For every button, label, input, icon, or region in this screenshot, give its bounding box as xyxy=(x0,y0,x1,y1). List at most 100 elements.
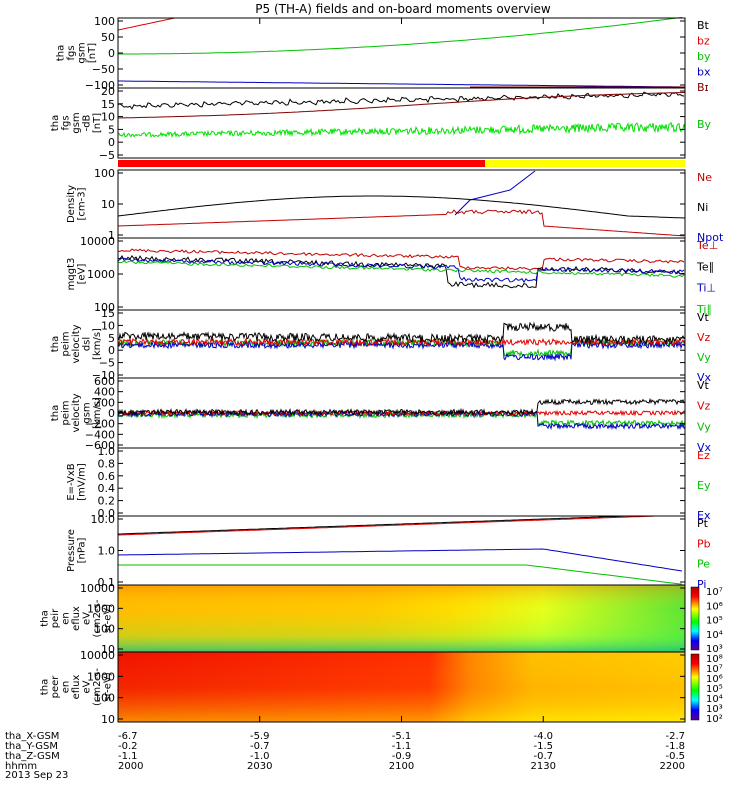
ytick-label: 0 xyxy=(108,47,115,60)
legend-label: Vx xyxy=(697,371,712,384)
panel-frame xyxy=(117,87,686,159)
ytick-label: 0.1 xyxy=(98,576,116,589)
ylabel-line: eV xyxy=(82,612,93,625)
orbit-value: 2000 xyxy=(118,761,143,772)
ytick-label: 0.4 xyxy=(98,482,116,495)
legend-label: By xyxy=(697,118,712,131)
ytick-label: −400 xyxy=(85,428,115,441)
colorbar-label: 10⁵ xyxy=(706,616,723,627)
panel-ylabel: E=-VxB[mV/m] xyxy=(66,463,88,501)
legend-label: Pb xyxy=(697,537,711,550)
orbit-row-label: hhmm xyxy=(5,761,37,772)
legend-label: Pe xyxy=(697,558,710,571)
ylabel-line: gsm xyxy=(76,42,87,63)
ylabel-line: Density xyxy=(66,185,77,223)
ylabel-line: sr-eV) xyxy=(103,604,114,633)
ytick-label: 600 xyxy=(94,375,115,388)
ylabel-line: tha xyxy=(55,45,66,61)
colorbar-label: 10⁴ xyxy=(706,694,723,705)
ytick-label: 0.8 xyxy=(98,457,116,470)
panel-ylabel: thapeimvelocitydsl[km/s] xyxy=(50,324,103,363)
ytick-label: 5 xyxy=(108,332,115,345)
ytick-label: 0.6 xyxy=(98,470,116,483)
orbit-value: 2100 xyxy=(389,761,414,772)
ylabel-line: eflux xyxy=(71,606,82,631)
orbit-value: -2.7 xyxy=(665,731,685,742)
legend-label: Vz xyxy=(697,400,711,413)
mode-bar-fast xyxy=(485,160,685,167)
ylabel-line: [mV/m] xyxy=(76,463,87,501)
ytick-label: 100 xyxy=(94,301,115,314)
ytick-label: 15 xyxy=(101,98,115,111)
series-Ti-par xyxy=(117,260,685,278)
ylabel-line: velocity xyxy=(71,393,82,432)
legend-label: Bt xyxy=(697,19,710,32)
legend-label: Vy xyxy=(697,420,711,433)
colorbar xyxy=(690,586,700,651)
panel-ylabel: thapeimvelocitygsm[km/s] xyxy=(50,393,103,432)
ytick-label: 20 xyxy=(101,85,115,98)
ylabel-line: tha xyxy=(50,336,61,352)
ytick-label: −5 xyxy=(99,357,115,370)
series-Vt-gsm xyxy=(117,397,686,417)
orbit-value: 2200 xyxy=(660,761,685,772)
colorbar-label: 10⁷ xyxy=(706,664,723,675)
ytick-label: 10000 xyxy=(80,235,115,248)
legend-label: Ti⊥ xyxy=(696,282,716,295)
series-bz xyxy=(117,17,175,31)
orbit-row-label: tha_X-GSM xyxy=(5,731,59,742)
ytick-label: 15 xyxy=(101,307,115,320)
ytick-label: −100 xyxy=(85,79,115,92)
colorbar-label: 10⁶ xyxy=(706,601,723,612)
legend-label: Pt xyxy=(697,517,709,530)
ylabel-line: eV xyxy=(82,680,93,693)
colorbar-label: 10⁸ xyxy=(706,654,723,665)
series-Ni xyxy=(117,195,686,219)
ylabel-line: -dB xyxy=(82,114,93,131)
ytick-label: 10000 xyxy=(80,582,115,595)
series-dBy xyxy=(117,121,686,139)
series-Pb xyxy=(117,515,655,536)
ytick-label: 100 xyxy=(94,692,115,705)
legend-label: Ez xyxy=(697,449,710,462)
electron-spectrogram-shading xyxy=(118,652,685,722)
ytick-label: 0 xyxy=(108,136,115,149)
ylabel-line: [km/s] xyxy=(92,397,103,429)
ylabel-line: [eV] xyxy=(76,264,87,285)
colorbar-label: 10² xyxy=(706,714,723,725)
orbit-value: -1.0 xyxy=(250,751,270,762)
ylabel-line: en xyxy=(61,681,72,694)
orbit-value: -5.1 xyxy=(392,731,412,742)
plot-title: P5 (TH-A) fields and on-board moments ov… xyxy=(255,2,551,16)
ytick-label: 1000 xyxy=(87,268,115,281)
colorbar-label: 10⁷ xyxy=(706,587,723,598)
legend-label: Vy xyxy=(697,351,711,364)
orbit-row-label: tha_Y-GSM xyxy=(5,741,58,752)
ylabel-line: peir xyxy=(50,608,61,628)
ylabel-line: E=-VxB xyxy=(66,463,77,500)
ylabel-line: peer xyxy=(50,675,61,699)
panel-ylabel: Pressure[nPa] xyxy=(66,529,88,572)
orbit-value: -4.0 xyxy=(533,731,553,742)
ytick-label: 10000 xyxy=(80,649,115,662)
colorbar-label: 10⁵ xyxy=(706,684,723,695)
series-Ti-perp xyxy=(117,257,685,284)
orbit-value: 2130 xyxy=(531,761,556,772)
orbit-value: -0.2 xyxy=(118,741,138,752)
ytick-label: −200 xyxy=(85,418,115,431)
ytick-label: 400 xyxy=(94,386,115,399)
colorbar xyxy=(690,653,700,721)
orbit-value: -1.5 xyxy=(533,741,553,752)
ytick-label: 5 xyxy=(108,123,115,136)
series-Te-perp xyxy=(118,248,685,272)
ylabel-line: [km/s] xyxy=(92,328,103,360)
legend-label: Vt xyxy=(697,311,710,324)
orbit-value: -1.8 xyxy=(665,741,685,752)
ytick-label: 10 xyxy=(101,198,115,211)
mode-bar-slow xyxy=(118,160,485,167)
legend-label: Ti∥ xyxy=(696,303,712,316)
ytick-label: 100 xyxy=(94,167,115,180)
series-Vz-gsm xyxy=(117,409,686,417)
panel-frame xyxy=(117,169,686,239)
